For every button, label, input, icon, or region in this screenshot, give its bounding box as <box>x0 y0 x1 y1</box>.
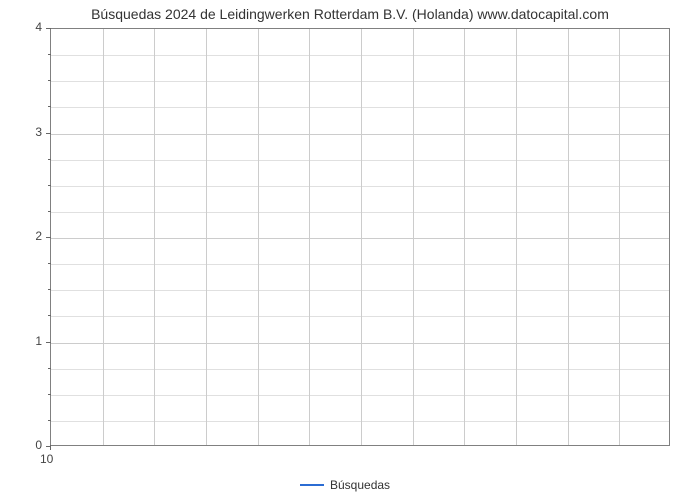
y-tickmark-minor <box>48 106 51 107</box>
y-tickmark-minor <box>48 185 51 186</box>
gridline-x <box>516 29 517 445</box>
y-tickmark-minor <box>48 263 51 264</box>
y-tickmark <box>46 237 51 238</box>
y-tickmark <box>46 133 51 134</box>
y-tickmark-minor <box>48 368 51 369</box>
gridline-y-minor <box>51 186 669 187</box>
gridline-y-major <box>51 343 669 344</box>
gridline-x <box>154 29 155 445</box>
y-tick-label: 2 <box>35 229 42 243</box>
y-tickmark <box>46 28 51 29</box>
gridline-x <box>361 29 362 445</box>
y-tickmark-minor <box>48 211 51 212</box>
y-tickmark-minor <box>48 54 51 55</box>
x-tickmark <box>50 445 51 450</box>
y-tickmark-minor <box>48 80 51 81</box>
chart-title: Búsquedas 2024 de Leidingwerken Rotterda… <box>0 6 700 22</box>
gridline-x <box>413 29 414 445</box>
gridline-y-minor <box>51 212 669 213</box>
gridline-y-minor <box>51 107 669 108</box>
gridline-y-minor <box>51 395 669 396</box>
legend: Búsquedas <box>300 478 390 492</box>
x-tick-label: 10 <box>40 452 53 466</box>
y-tick-label: 4 <box>35 20 42 34</box>
gridline-y-minor <box>51 290 669 291</box>
gridline-y-minor <box>51 316 669 317</box>
gridline-x <box>619 29 620 445</box>
plot-area <box>50 28 670 446</box>
y-tickmark-minor <box>48 315 51 316</box>
legend-swatch <box>300 484 324 486</box>
y-tickmark <box>46 342 51 343</box>
gridline-y-minor <box>51 264 669 265</box>
gridline-y-major <box>51 134 669 135</box>
gridline-x <box>568 29 569 445</box>
y-tickmark-minor <box>48 394 51 395</box>
y-tickmark-minor <box>48 420 51 421</box>
y-tick-label: 3 <box>35 125 42 139</box>
gridline-x <box>206 29 207 445</box>
chart-container: Búsquedas 2024 de Leidingwerken Rotterda… <box>0 0 700 500</box>
gridline-x <box>309 29 310 445</box>
gridline-x <box>103 29 104 445</box>
legend-label: Búsquedas <box>330 478 390 492</box>
gridline-y-minor <box>51 81 669 82</box>
gridline-y-major <box>51 238 669 239</box>
y-tick-label: 1 <box>35 334 42 348</box>
y-tickmark-minor <box>48 289 51 290</box>
gridline-y-minor <box>51 421 669 422</box>
gridline-y-minor <box>51 55 669 56</box>
gridline-y-minor <box>51 160 669 161</box>
gridline-y-minor <box>51 369 669 370</box>
y-tick-label: 0 <box>35 438 42 452</box>
gridline-x <box>258 29 259 445</box>
y-tickmark-minor <box>48 159 51 160</box>
gridline-x <box>464 29 465 445</box>
